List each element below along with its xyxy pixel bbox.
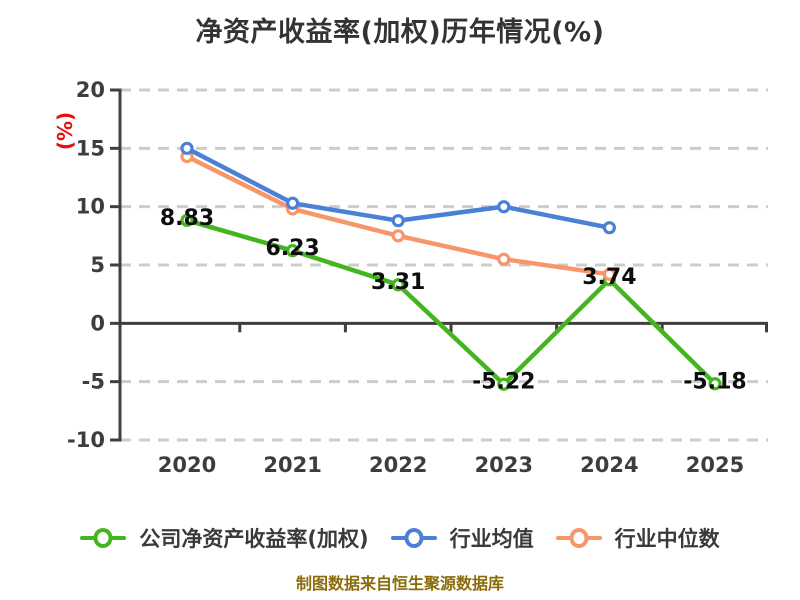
data-point-marker — [180, 213, 194, 227]
data-source-caption: 制图数据来自恒生聚源数据库 — [295, 574, 504, 593]
x-tick-label: 2023 — [475, 453, 533, 477]
data-point-marker — [391, 229, 405, 243]
data-point-label: 6.23 — [265, 236, 319, 261]
x-tick-label: 2025 — [686, 453, 744, 477]
legend-marker-industry-mean-icon — [390, 527, 437, 549]
y-tick-label: 15 — [76, 136, 105, 160]
legend-marker-industry-median-icon — [555, 527, 602, 549]
data-point-label: 3.74 — [582, 265, 636, 290]
data-point-marker — [391, 214, 405, 228]
y-tick-label: 0 — [90, 311, 105, 335]
data-point-marker — [391, 278, 405, 292]
y-tick-label: 20 — [76, 78, 105, 102]
data-point-marker — [497, 200, 511, 214]
chart-title: 净资产收益率(加权)历年情况(%) — [195, 17, 605, 48]
y-tick-label: -10 — [67, 428, 105, 452]
x-tick-label: 2022 — [369, 453, 427, 477]
x-tick-label: 2024 — [580, 453, 638, 477]
legend-label-industry-mean: 行业均值 — [449, 527, 534, 551]
legend-item-industry-median: 行业中位数 — [555, 523, 720, 553]
y-tick-label: 10 — [76, 195, 105, 219]
data-point-marker — [497, 377, 511, 391]
data-point-marker — [286, 196, 300, 210]
x-tick-label: 2021 — [263, 453, 321, 477]
data-point-marker — [286, 244, 300, 258]
legend-item-company-roe: 公司净资产收益率(加权) — [80, 523, 369, 553]
data-point-marker — [602, 221, 617, 235]
data-point-marker — [602, 267, 617, 281]
data-point-label: 8.83 — [160, 206, 214, 231]
legend-label-company-roe: 公司净资产收益率(加权) — [139, 527, 369, 551]
data-point-marker — [180, 141, 194, 155]
data-point-label: -5.18 — [683, 369, 746, 394]
data-point-label: 3.31 — [371, 270, 425, 295]
legend-item-industry-mean: 行业均值 — [390, 523, 534, 553]
x-tick-label: 2020 — [158, 453, 216, 477]
data-point-marker — [708, 377, 722, 391]
data-point-marker — [497, 252, 511, 266]
y-tick-label: -5 — [82, 370, 105, 394]
data-point-label: -5.22 — [472, 370, 535, 395]
series-line-0 — [184, 218, 718, 387]
chart-legend: 公司净资产收益率(加权) 行业均值 行业中位数 — [0, 521, 800, 555]
legend-label-industry-median: 行业中位数 — [614, 527, 720, 551]
legend-marker-company-roe-icon — [80, 527, 127, 549]
y-tick-label: 5 — [90, 253, 105, 277]
